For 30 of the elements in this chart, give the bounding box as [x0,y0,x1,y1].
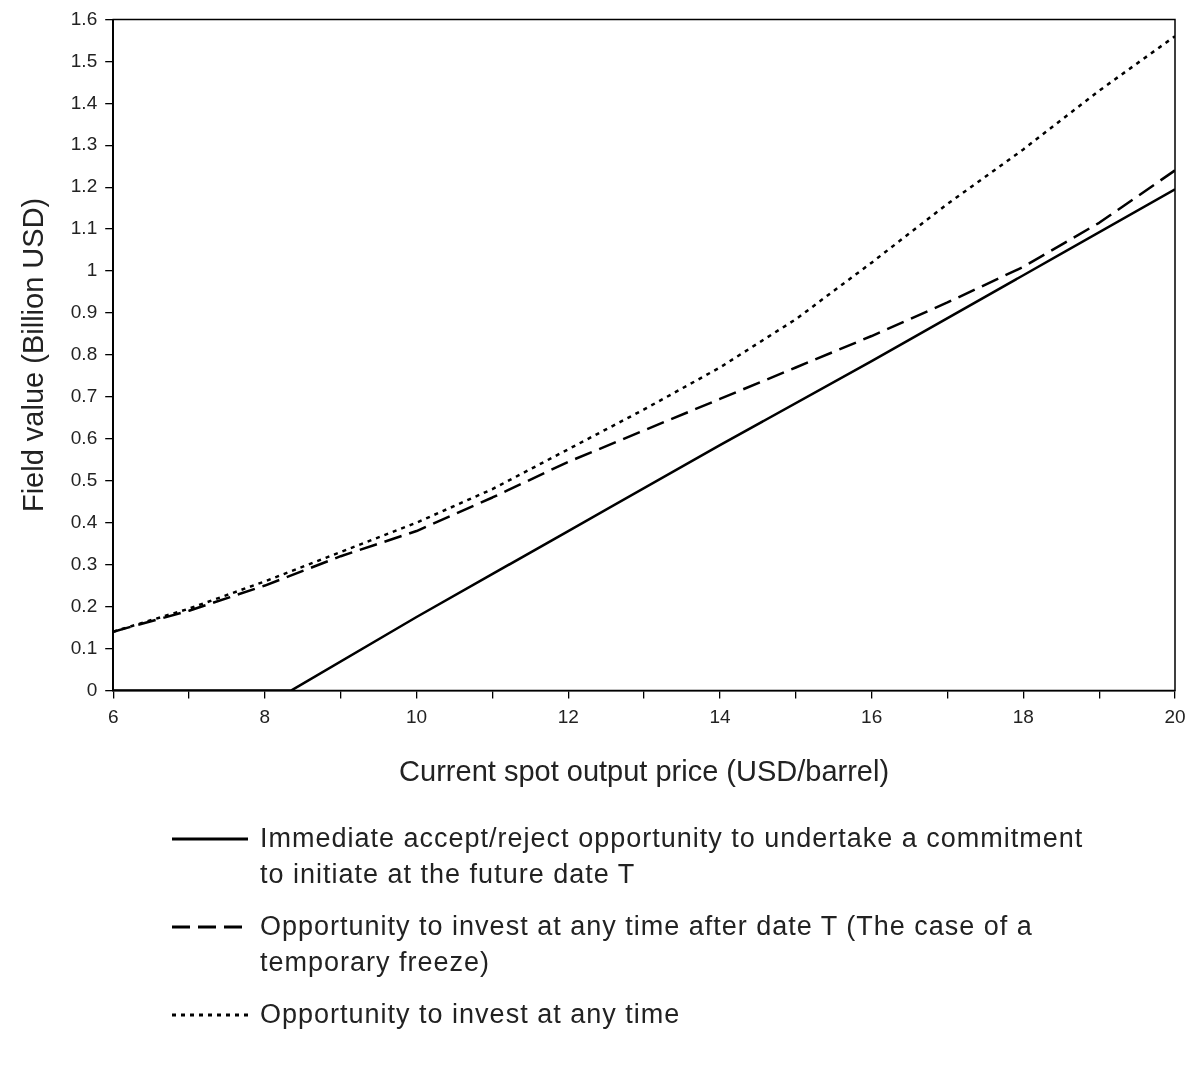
legend-label: Opportunity to invest at any time after date T (The case of a temporary freeze) [260,910,1034,979]
x-tick-label: 20 [1164,706,1186,728]
y-tick-label: 1.3 [70,133,98,155]
y-tick-label: 0.6 [70,427,98,449]
y-tick-label: 0.5 [70,468,98,490]
y-tick-label: 0.4 [70,510,98,532]
y-tick-label: 0.8 [70,343,98,365]
x-tick-label: 8 [259,706,271,728]
y-tick-label: 1.2 [70,175,98,197]
x-axis-title: Current spot output price (USD/barrel) [399,754,890,787]
x-tick-label: 16 [861,706,883,728]
x-tick-label: 12 [557,706,579,728]
y-tick-label: 1.6 [70,7,98,29]
y-axis-title: Field value (Billion USD) [17,197,50,513]
y-tick-label: 0.9 [70,301,98,323]
y-tick-label: 0.7 [70,385,98,407]
x-tick-label: 6 [107,706,119,728]
legend-label: Immediate accept/reject opportunity to undertake a commitment to initiate at the future date T [260,822,1085,891]
y-tick-label: 1 [86,259,98,281]
y-tick-label: 0.2 [70,594,98,616]
x-tick-label: 14 [709,706,731,728]
y-tick-label: 1.1 [70,217,98,239]
y-tick-label: 1.4 [70,91,98,113]
x-tick-label: 18 [1012,706,1034,728]
x-tick-label: 10 [406,706,428,728]
y-tick-label: 0 [86,678,98,700]
legend-label: Opportunity to invest at any time [260,998,682,1031]
y-tick-label: 1.5 [70,49,98,71]
y-tick-label: 0.1 [70,636,98,658]
y-tick-label: 0.3 [70,552,98,574]
